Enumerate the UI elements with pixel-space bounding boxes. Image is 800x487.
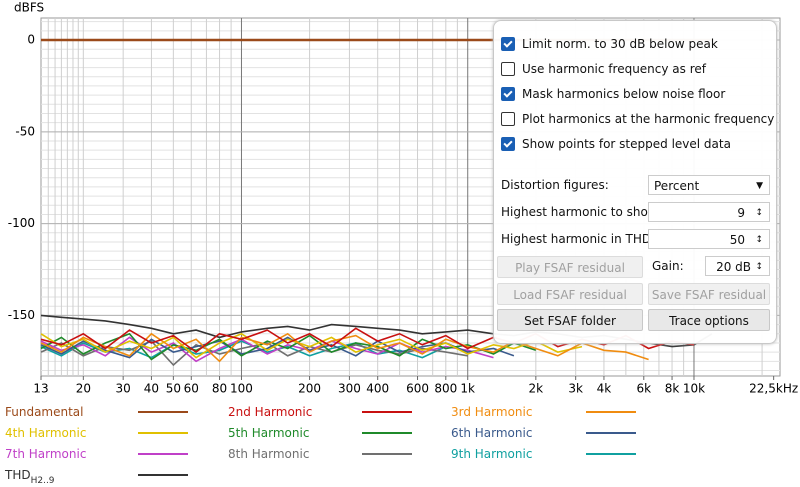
legend-label: 6th Harmonic — [451, 426, 532, 440]
x-tick-label: 13 — [33, 382, 48, 396]
x-tick-label: 400 — [366, 382, 389, 396]
x-tick-label: 1k — [460, 382, 475, 396]
checkbox-label: Plot harmonics at the harmonic frequency — [522, 112, 775, 126]
legend-label: 8th Harmonic — [228, 447, 309, 461]
checkbox[interactable] — [501, 137, 515, 151]
legend-name: 5th Harmonic — [228, 426, 309, 440]
legend-label: 9th Harmonic — [451, 447, 532, 461]
x-tick-label: 4k — [597, 382, 612, 396]
x-tick-label: 800 — [434, 382, 457, 396]
legend-name: 2nd Harmonic — [228, 405, 312, 419]
spin-box[interactable]: 9 ↕ — [648, 202, 770, 222]
legend-name: 8th Harmonic — [228, 447, 309, 461]
checkbox-row[interactable]: Mask harmonics below noise floor — [501, 84, 725, 104]
checkbox-label: Show points for stepped level data — [522, 137, 731, 151]
button: Load FSAF residual — [497, 283, 643, 305]
x-tick-label: 3k — [568, 382, 583, 396]
x-tick-label: 8k — [665, 382, 680, 396]
y-tick-label: -50 — [15, 124, 35, 138]
field-label: Distortion figures: — [501, 178, 609, 192]
x-tick-label: 40 — [144, 382, 159, 396]
x-tick-label: 100 — [230, 382, 253, 396]
legend-label: 7th Harmonic — [5, 447, 86, 461]
checkbox-row[interactable]: Use harmonic frequency as ref — [501, 59, 706, 79]
options-panel: Limit norm. to 30 dB below peak Use harmo… — [493, 20, 777, 344]
legend-name: Fundamental — [5, 405, 84, 419]
checkbox-row[interactable]: Show points for stepped level data — [501, 134, 731, 154]
x-tick-label: 60 — [184, 382, 199, 396]
checkbox-label: Limit norm. to 30 dB below peak — [522, 37, 718, 51]
x-tick-label: 50 — [166, 382, 181, 396]
x-tick-label: 30 — [116, 382, 131, 396]
button[interactable]: Trace options — [648, 309, 770, 331]
checkbox[interactable] — [501, 62, 515, 76]
legend-label: THDH2..9 — [4, 468, 55, 486]
legend-label: Fundamental — [5, 405, 84, 419]
x-tick-label: 300 — [338, 382, 361, 396]
checkbox-label: Use harmonic frequency as ref — [522, 62, 706, 76]
x-tick-label: 6k — [636, 382, 651, 396]
spin-box[interactable]: 50 ↕ — [648, 229, 770, 249]
x-tick-label: 80 — [212, 382, 227, 396]
y-tick-label: 0 — [27, 33, 35, 47]
y-axis-label: dBFS — [14, 1, 44, 15]
x-tick-label: 10k — [683, 382, 705, 396]
legend-label: 5th Harmonic — [228, 426, 309, 440]
checkbox-row[interactable]: Plot harmonics at the harmonic frequency — [501, 109, 774, 129]
y-tick-label: -150 — [8, 308, 35, 322]
field-label: Highest harmonic to show: — [501, 205, 662, 219]
button[interactable]: Set FSAF folder — [497, 309, 643, 331]
checkbox[interactable] — [501, 37, 515, 51]
legend-name: 4th Harmonic — [5, 426, 86, 440]
legend-label: 3rd Harmonic — [451, 405, 532, 419]
dropdown[interactable]: Percent ▼ — [648, 175, 770, 195]
spin-box[interactable]: 20 dB ↕ — [705, 256, 770, 276]
legend-name: THD — [4, 468, 31, 482]
legend-name: 7th Harmonic — [5, 447, 86, 461]
legend-name: 3rd Harmonic — [451, 405, 532, 419]
x-tick-label: 600 — [406, 382, 429, 396]
legend-label: 2nd Harmonic — [228, 405, 312, 419]
legend-name: 6th Harmonic — [451, 426, 532, 440]
x-tick-label: 2k — [529, 382, 544, 396]
series-line — [40, 332, 583, 359]
legend-label: 4th Harmonic — [5, 426, 86, 440]
arrow-icon: ↕ — [755, 262, 763, 272]
checkbox-label: Mask harmonics below noise floor — [522, 87, 726, 101]
button: Save FSAF residual — [648, 283, 770, 305]
field-label: Highest harmonic in THD: — [501, 232, 656, 246]
legend-subscript: H2..9 — [31, 476, 55, 486]
checkbox-row[interactable]: Limit norm. to 30 dB below peak — [501, 34, 718, 54]
arrow-icon: ↕ — [755, 208, 763, 218]
x-tick-label: 20 — [76, 382, 91, 396]
checkbox[interactable] — [501, 87, 515, 101]
arrow-icon: ▼ — [756, 181, 763, 191]
checkbox[interactable] — [501, 112, 515, 126]
arrow-icon: ↕ — [755, 235, 763, 245]
x-tick-label: 22,5kHz — [749, 382, 798, 396]
x-tick-label: 200 — [298, 382, 321, 396]
legend-name: 9th Harmonic — [451, 447, 532, 461]
series-line — [40, 336, 515, 359]
y-tick-label: -100 — [8, 216, 35, 230]
field-label: Gain: — [652, 259, 684, 273]
button: Play FSAF residual — [497, 256, 643, 278]
